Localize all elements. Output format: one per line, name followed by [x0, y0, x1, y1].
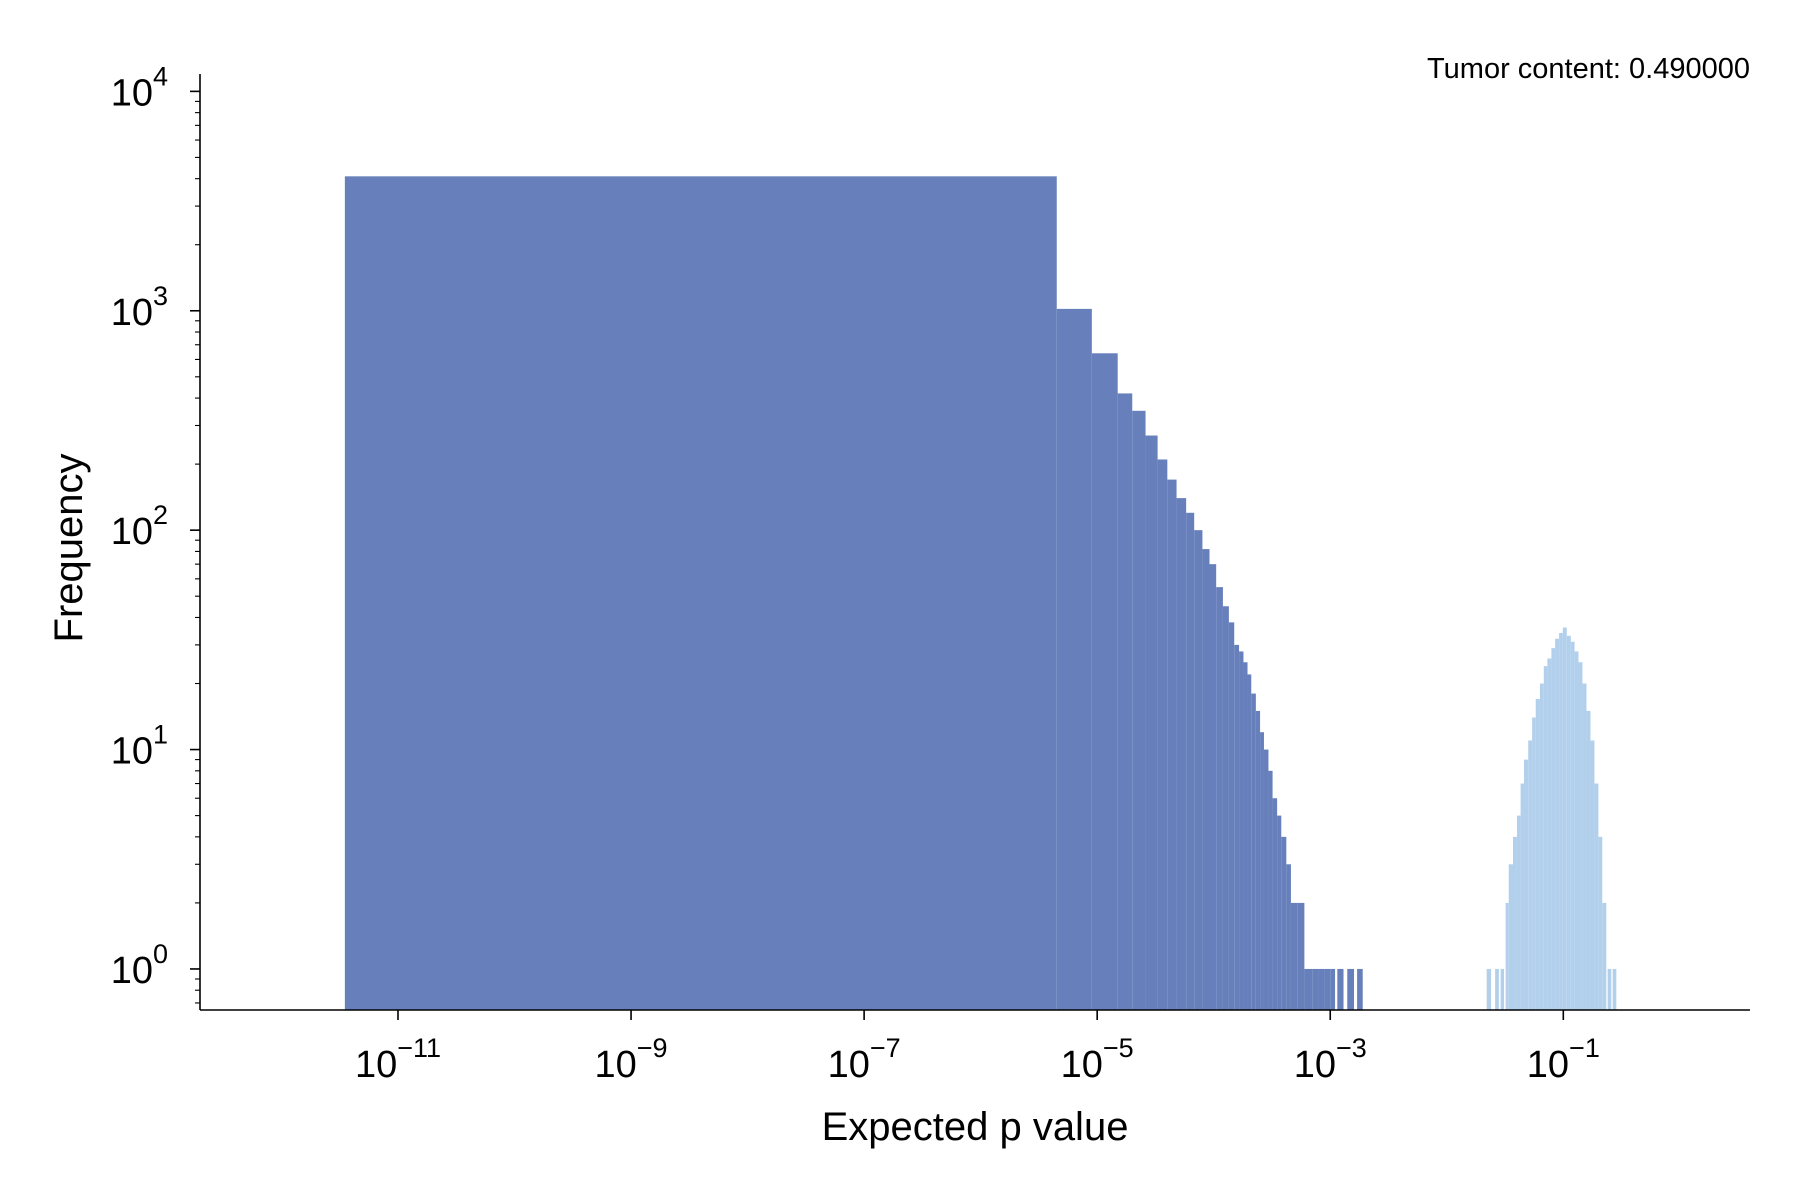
histogram-bar-s1-38 [1347, 968, 1355, 1010]
histogram-bar-s1-36 [1330, 968, 1336, 1010]
histogram-bar-s1-7 [1157, 459, 1168, 1011]
histogram-bar-s2-19 [1562, 627, 1567, 1010]
histogram-bar-s2-22 [1574, 651, 1579, 1010]
histogram-bar-s2-13 [1539, 683, 1544, 1010]
y-tick-label: 102 [111, 500, 168, 553]
histogram-bar-s1-37 [1337, 968, 1344, 1010]
histogram-bar-s2-23 [1578, 662, 1583, 1010]
bars-layer [344, 176, 1617, 1011]
y-axis-title: Frequency [47, 454, 91, 643]
histogram-bar-s1-4 [1117, 393, 1133, 1010]
histogram-bar-s2-31 [1612, 968, 1617, 1010]
y-tick-label: 101 [111, 720, 168, 773]
histogram-bar-s1-35 [1324, 968, 1331, 1010]
histogram-bar-s1-13 [1209, 564, 1217, 1010]
histogram-bar-s1-39 [1357, 968, 1363, 1010]
histogram-bar-s2-21 [1570, 641, 1575, 1010]
histogram-bar-s1-23 [1260, 732, 1264, 1010]
histogram-bar-s2-17 [1555, 638, 1560, 1010]
histogram-bar-s2-8 [1520, 783, 1525, 1010]
histogram-bar-s2-6 [1512, 836, 1517, 1010]
histogram-bar-s2-14 [1543, 666, 1548, 1010]
histogram-bar-s2-15 [1547, 658, 1552, 1010]
histogram-bar-s2-12 [1535, 699, 1540, 1010]
histogram-bar-s2-1 [1486, 968, 1492, 1010]
histogram-bar-s1-31 [1297, 902, 1305, 1010]
histogram-bar-s1-8 [1167, 479, 1177, 1011]
histogram-bar-s1-11 [1194, 530, 1203, 1010]
histogram-bar-s1-22 [1255, 710, 1261, 1010]
histogram-bar-s1-10 [1186, 512, 1195, 1010]
histogram-bar-s2-9 [1524, 759, 1529, 1010]
histogram-bar-s2-4 [1505, 902, 1509, 1010]
histogram-bar-s2-10 [1528, 740, 1533, 1010]
histogram-bar-s1-21 [1251, 693, 1256, 1010]
histogram-bar-s2-25 [1586, 710, 1591, 1010]
histogram-bar-s1-12 [1202, 549, 1210, 1010]
histogram-bar-s1-17 [1234, 644, 1240, 1010]
x-tick-label: 10−5 [1061, 1033, 1134, 1086]
x-tick-label: 10−3 [1294, 1033, 1367, 1086]
x-tick-label: 10−7 [828, 1033, 901, 1086]
histogram-bar-s1-24 [1263, 749, 1269, 1010]
histogram-bar-s1-19 [1243, 662, 1248, 1010]
x-tick-label: 10−1 [1527, 1033, 1600, 1086]
histogram-bar-s2-5 [1508, 864, 1513, 1010]
histogram-bar-s2-16 [1551, 648, 1556, 1010]
histogram-bar-s2-2 [1495, 968, 1499, 1010]
chart-annotation: Tumor content: 0.490000 [1427, 53, 1750, 85]
histogram-bar-s2-30 [1607, 968, 1612, 1010]
histogram-bar-s2-7 [1516, 815, 1521, 1010]
histogram-bar-s1-29 [1286, 864, 1291, 1010]
histogram-bar-s1-1 [344, 176, 1057, 1010]
x-tick-label: 10−11 [355, 1033, 441, 1086]
histogram-bar-s1-33 [1312, 968, 1319, 1010]
histogram-bar-s1-9 [1176, 498, 1187, 1010]
histogram-bar-s1-5 [1132, 410, 1146, 1010]
x-tick-label: 10−9 [595, 1033, 668, 1086]
histogram-bar-s1-28 [1281, 836, 1287, 1010]
histogram-bar-s2-29 [1602, 902, 1607, 1010]
histogram-bar-s1-34 [1318, 968, 1325, 1010]
histogram-bar-s1-2 [1056, 308, 1092, 1010]
y-tick-label: 100 [111, 939, 168, 992]
histogram-bar-s2-18 [1559, 632, 1563, 1010]
histogram-bar-s2-26 [1590, 740, 1595, 1010]
histogram-bar-s1-30 [1290, 902, 1298, 1010]
histogram-bar-s2-3 [1500, 968, 1505, 1010]
histogram-bar-s1-3 [1091, 353, 1118, 1010]
histogram-bar-s1-18 [1239, 651, 1244, 1010]
axes-layer: 10−11 10−9 10−7 10−5 10−3 10−1 100 101 102 103 104 [111, 61, 1750, 1086]
histogram-bar-s1-16 [1228, 622, 1235, 1010]
y-tick-label: 104 [111, 61, 168, 114]
histogram-bar-s1-32 [1304, 968, 1313, 1010]
histogram-bar-s1-25 [1268, 770, 1273, 1010]
histogram-bar-s1-26 [1272, 798, 1278, 1010]
histogram-bar-s1-15 [1222, 606, 1229, 1010]
histogram-bar-s1-27 [1277, 815, 1282, 1010]
y-tick-label: 103 [111, 281, 168, 334]
histogram-bar-s2-11 [1532, 717, 1536, 1010]
histogram-bar-s2-27 [1594, 783, 1599, 1010]
histogram-bar-s2-20 [1566, 635, 1571, 1010]
histogram-bar-s1-6 [1145, 435, 1158, 1010]
histogram-bar-s1-20 [1247, 674, 1252, 1010]
histogram-bar-s1-14 [1216, 587, 1223, 1010]
histogram-bar-s2-24 [1582, 683, 1587, 1010]
x-axis-title: Expected p value [822, 1105, 1129, 1149]
histogram-bar-s2-28 [1598, 836, 1603, 1010]
